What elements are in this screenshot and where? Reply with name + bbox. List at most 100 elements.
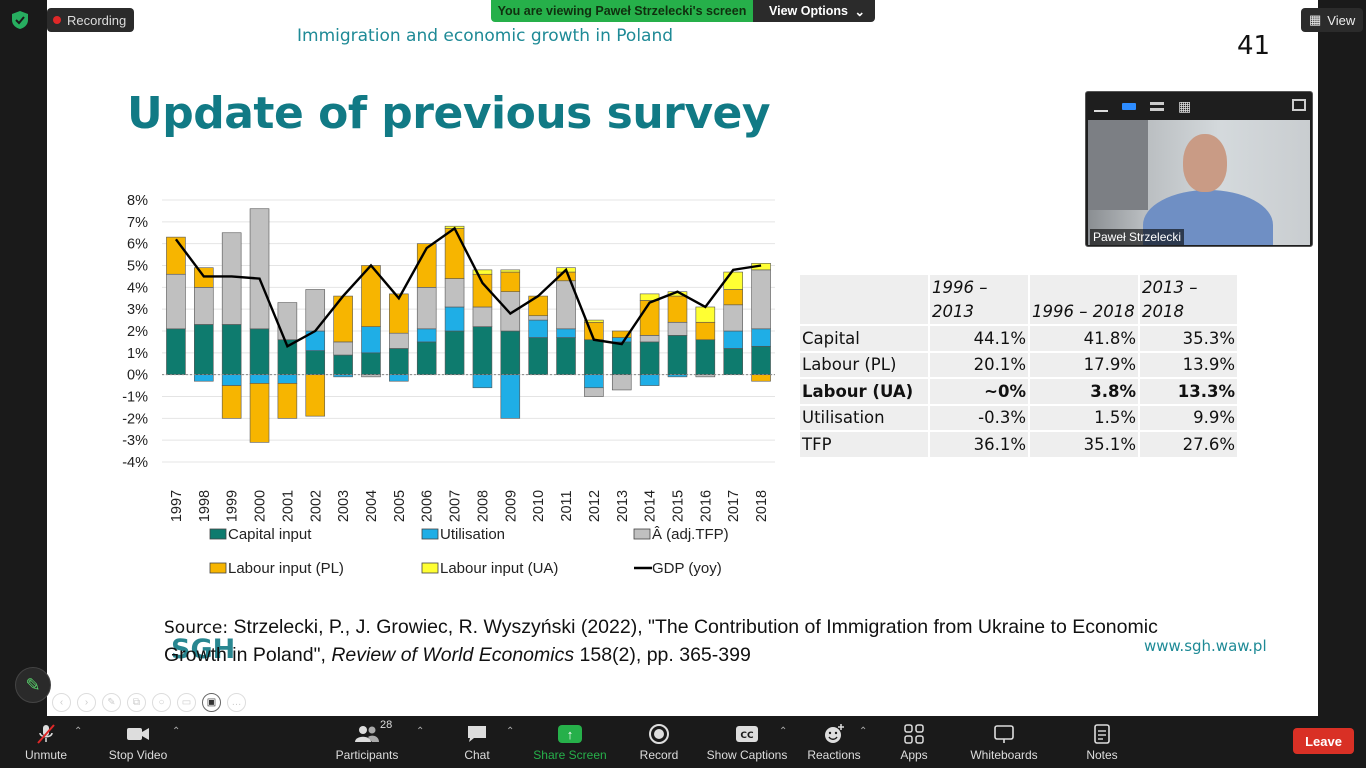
audio-caret-icon[interactable]: ⌃ <box>74 726 83 737</box>
reactions-caret-icon[interactable]: ⌃ <box>859 726 868 737</box>
bar-segment <box>528 319 548 338</box>
bar-segment <box>611 341 632 375</box>
copy-icon[interactable]: ⧉ <box>127 693 146 712</box>
source-label: Source: <box>164 618 229 638</box>
video-control-icon[interactable]: ▣ <box>202 693 221 712</box>
bar-segment <box>416 287 437 330</box>
bar-segment <box>416 328 437 343</box>
bar-segment <box>695 306 716 323</box>
screenshot-icon[interactable]: ▭ <box>177 693 196 712</box>
view-button[interactable]: ▦ View <box>1301 8 1364 32</box>
x-tick-label: 2010 <box>531 490 547 522</box>
gdp-line <box>174 226 762 348</box>
notes-label: Notes <box>1086 748 1118 762</box>
x-tick-label: 2012 <box>587 490 603 522</box>
show-captions-button[interactable]: CC Show Captions <box>706 716 788 768</box>
y-tick-label: 5% <box>127 259 148 275</box>
stop-video-button[interactable]: Stop Video <box>106 716 170 768</box>
bar-segment <box>194 324 214 375</box>
row-label: Capital <box>800 326 928 351</box>
svg-text:CC: CC <box>740 731 754 741</box>
minimize-icon[interactable] <box>1094 100 1108 112</box>
table-row: Labour (UA) ~0% 3.8% 13.3% <box>800 379 1237 404</box>
share-screen-icon-wrap: ↑ <box>557 723 583 745</box>
x-tick-label: 2000 <box>253 490 269 522</box>
bar-segment <box>277 302 298 341</box>
bar-segment <box>500 269 521 273</box>
popout-icon[interactable] <box>1292 99 1306 111</box>
participant-name: Paweł Strzelecki <box>1090 229 1185 245</box>
x-tick-label: 2002 <box>308 490 324 522</box>
participants-button[interactable]: 28 Participants <box>334 716 400 768</box>
video-caret-icon[interactable]: ⌃ <box>172 726 181 737</box>
chat-button[interactable]: Chat <box>459 716 495 768</box>
smiley-icon <box>821 723 847 745</box>
apps-button[interactable]: Apps <box>897 716 931 768</box>
bar-segment <box>444 228 465 279</box>
bar-segment <box>723 304 743 332</box>
share-screen-icon: ↑ <box>558 725 582 743</box>
bar-segment <box>305 289 326 332</box>
record-label: Record <box>639 748 679 762</box>
bar-segment <box>444 278 465 308</box>
row-label: Labour (PL) <box>800 352 928 377</box>
view-options-label: View Options <box>769 4 848 18</box>
bar-segment <box>611 330 632 338</box>
video-tile[interactable]: ▦ Paweł Strzelecki <box>1085 91 1313 247</box>
more-icon[interactable]: … <box>227 693 246 712</box>
x-tick-label: 2004 <box>364 490 380 522</box>
unmute-button[interactable]: Unmute <box>22 716 70 768</box>
participants-label: Participants <box>335 748 399 762</box>
y-tick-label: -2% <box>122 411 148 427</box>
table-cell: 3.8% <box>1030 379 1138 404</box>
recording-indicator[interactable]: Recording <box>47 8 135 32</box>
share-screen-button[interactable]: ↑ Share Screen <box>533 716 607 768</box>
leave-button[interactable]: Leave <box>1293 728 1354 754</box>
zoom-icon[interactable]: ○ <box>152 693 171 712</box>
bar-segment <box>249 208 270 330</box>
y-tick-label: -4% <box>122 455 148 471</box>
y-tick-label: 1% <box>127 346 148 362</box>
bar-segment <box>472 306 493 327</box>
share-banner-text: You are viewing Paweł Strzelecki's scree… <box>491 0 753 22</box>
video-background-window <box>1088 120 1148 210</box>
y-tick-label: 3% <box>127 302 148 318</box>
source-text-1: Strzelecki, P., J. Growiec, R. Wyszyński… <box>164 616 1158 666</box>
captions-caret-icon[interactable]: ⌃ <box>779 726 788 737</box>
record-button[interactable]: Record <box>638 716 680 768</box>
reactions-button[interactable]: Reactions <box>806 716 862 768</box>
record-dot-icon <box>53 16 61 24</box>
bar-segment <box>528 337 548 375</box>
participants-caret-icon[interactable]: ⌃ <box>416 726 425 737</box>
chat-caret-icon[interactable]: ⌃ <box>506 726 515 737</box>
stacked-view-icon[interactable] <box>1150 101 1164 111</box>
source-citation: Source: Strzelecki, P., J. Growiec, R. W… <box>164 614 1164 669</box>
bar-segment <box>221 232 242 325</box>
bar-segment <box>194 374 214 382</box>
gallery-grid-icon[interactable]: ▦ <box>1178 97 1192 114</box>
y-tick-label: 6% <box>127 237 148 253</box>
y-tick-label: 8% <box>127 193 148 209</box>
table-header-cell <box>800 275 928 324</box>
whiteboards-button[interactable]: Whiteboards <box>966 716 1042 768</box>
pen-icon[interactable]: ✎ <box>102 693 121 712</box>
redo-icon[interactable]: › <box>77 693 96 712</box>
table-cell: 41.8% <box>1030 326 1138 351</box>
bar-segment <box>389 374 409 382</box>
table-cell: 20.1% <box>930 352 1028 377</box>
annotate-pencil-icon[interactable]: ✎ <box>15 667 51 703</box>
notes-button[interactable]: Notes <box>1083 716 1121 768</box>
participants-icon: 28 <box>354 719 392 745</box>
table-header-row: 1996 –2013 1996 – 2018 2013 –2018 <box>800 275 1237 324</box>
y-tick-label: -1% <box>122 390 148 406</box>
view-options-button[interactable]: View Options ⌄ <box>753 0 875 22</box>
bar-segment <box>166 273 186 330</box>
record-icon <box>646 723 672 745</box>
shield-icon[interactable] <box>11 10 29 30</box>
x-tick-label: 1998 <box>197 490 213 522</box>
bar-segment <box>444 330 465 375</box>
undo-icon[interactable]: ‹ <box>52 693 71 712</box>
bar-segment <box>528 315 548 321</box>
speaker-view-icon[interactable] <box>1122 102 1136 110</box>
slide-number: 41 <box>1237 31 1271 61</box>
